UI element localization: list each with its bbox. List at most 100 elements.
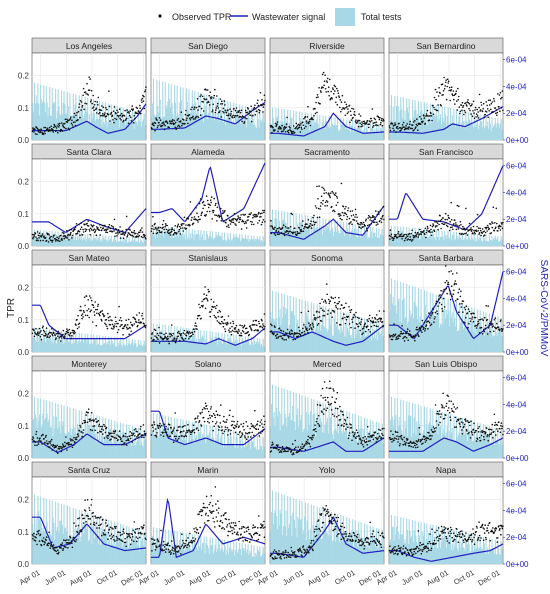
- tpr-point: [436, 225, 438, 227]
- tests-bar: [177, 342, 179, 352]
- tests-bar: [241, 335, 243, 352]
- tpr-point: [378, 318, 380, 320]
- tpr-point: [101, 105, 103, 107]
- tests-bar: [184, 234, 186, 246]
- tpr-point: [133, 429, 136, 431]
- tpr-point: [154, 122, 157, 124]
- tpr-point: [73, 112, 76, 115]
- tests-bar: [315, 322, 317, 352]
- tests-bar: [198, 234, 200, 246]
- tests-bar: [290, 228, 292, 246]
- tests-bar: [198, 431, 200, 458]
- tpr-point: [486, 333, 489, 335]
- tests-bar: [241, 105, 243, 140]
- tpr-point: [151, 127, 153, 130]
- tests-bar: [302, 329, 304, 352]
- tests-bar: [272, 231, 274, 246]
- tpr-point: [121, 114, 124, 117]
- tpr-point: [326, 293, 329, 296]
- tpr-point: [51, 128, 54, 131]
- tpr-point: [377, 325, 379, 328]
- tests-bar: [358, 121, 360, 140]
- tests-bar: [312, 227, 314, 246]
- tpr-point: [476, 108, 478, 111]
- tests-bar: [143, 429, 145, 458]
- tests-bar: [222, 239, 224, 246]
- tpr-point: [83, 223, 86, 226]
- tests-bar: [466, 121, 468, 140]
- tests-bar: [89, 240, 91, 246]
- tests-bar: [320, 127, 323, 140]
- tests-bar: [37, 327, 39, 352]
- tpr-point: [470, 104, 473, 107]
- tests-bar: [118, 345, 120, 352]
- tests-bar: [339, 333, 341, 352]
- tests-bar: [490, 240, 492, 246]
- tpr-point: [156, 119, 158, 121]
- tests-bar: [355, 131, 357, 140]
- tpr-point: [34, 331, 36, 334]
- tests-bar: [168, 98, 171, 140]
- tests-bar: [473, 113, 475, 140]
- tpr-point: [50, 444, 52, 446]
- tests-bar: [342, 118, 344, 140]
- tpr-point: [312, 220, 315, 223]
- tpr-point: [66, 229, 68, 232]
- tests-bar: [289, 110, 291, 140]
- tpr-point: [416, 326, 418, 329]
- tests-bar: [155, 332, 157, 352]
- tests-bar: [214, 237, 216, 246]
- tpr-point: [87, 225, 90, 227]
- tpr-point: [352, 108, 355, 110]
- tpr-point: [99, 111, 101, 114]
- tpr-point: [402, 121, 405, 124]
- tpr-point: [237, 328, 240, 331]
- tests-bar: [298, 126, 300, 140]
- tests-bar: [40, 99, 42, 140]
- tpr-point: [478, 232, 481, 234]
- tpr-point: [131, 105, 133, 107]
- tpr-point: [330, 90, 333, 93]
- tests-bar: [50, 427, 52, 458]
- tpr-point: [118, 231, 121, 234]
- tests-bar: [87, 412, 89, 458]
- tests-bar: [466, 330, 468, 352]
- tpr-point: [209, 311, 212, 313]
- tpr-point: [124, 109, 126, 112]
- tests-bar: [277, 328, 279, 352]
- tests-bar: [287, 211, 289, 246]
- tests-bar: [158, 338, 160, 352]
- tests-bar: [194, 422, 196, 458]
- tests-bar: [413, 234, 415, 246]
- tpr-point: [295, 127, 297, 129]
- tests-bar: [75, 409, 77, 458]
- tpr-point: [446, 78, 449, 80]
- tests-bar: [233, 233, 235, 246]
- tpr-point: [188, 114, 191, 116]
- tpr-point: [68, 239, 70, 241]
- tpr-point: [329, 98, 332, 101]
- tpr-point: [500, 225, 502, 228]
- tpr-point: [105, 231, 107, 233]
- tpr-point: [142, 100, 145, 102]
- tpr-point: [438, 302, 441, 304]
- tpr-point: [428, 312, 430, 314]
- tests-bar: [58, 105, 60, 140]
- tpr-point: [271, 131, 273, 134]
- tpr-point: [228, 329, 230, 332]
- tpr-point: [176, 127, 178, 129]
- tests-bar: [336, 125, 338, 140]
- tests-bar: [249, 344, 251, 352]
- tpr-point: [272, 126, 274, 129]
- tests-bar: [60, 115, 62, 140]
- tests-bar: [49, 337, 52, 352]
- tpr-points: [388, 201, 504, 242]
- tpr-point: [477, 227, 480, 229]
- tpr-point: [332, 297, 335, 300]
- tests-bar: [358, 125, 361, 140]
- tpr-point: [415, 123, 418, 126]
- tests-bar: [311, 119, 313, 140]
- tests-bar: [331, 219, 333, 246]
- tpr-point: [276, 233, 279, 235]
- tpr-point: [104, 112, 106, 114]
